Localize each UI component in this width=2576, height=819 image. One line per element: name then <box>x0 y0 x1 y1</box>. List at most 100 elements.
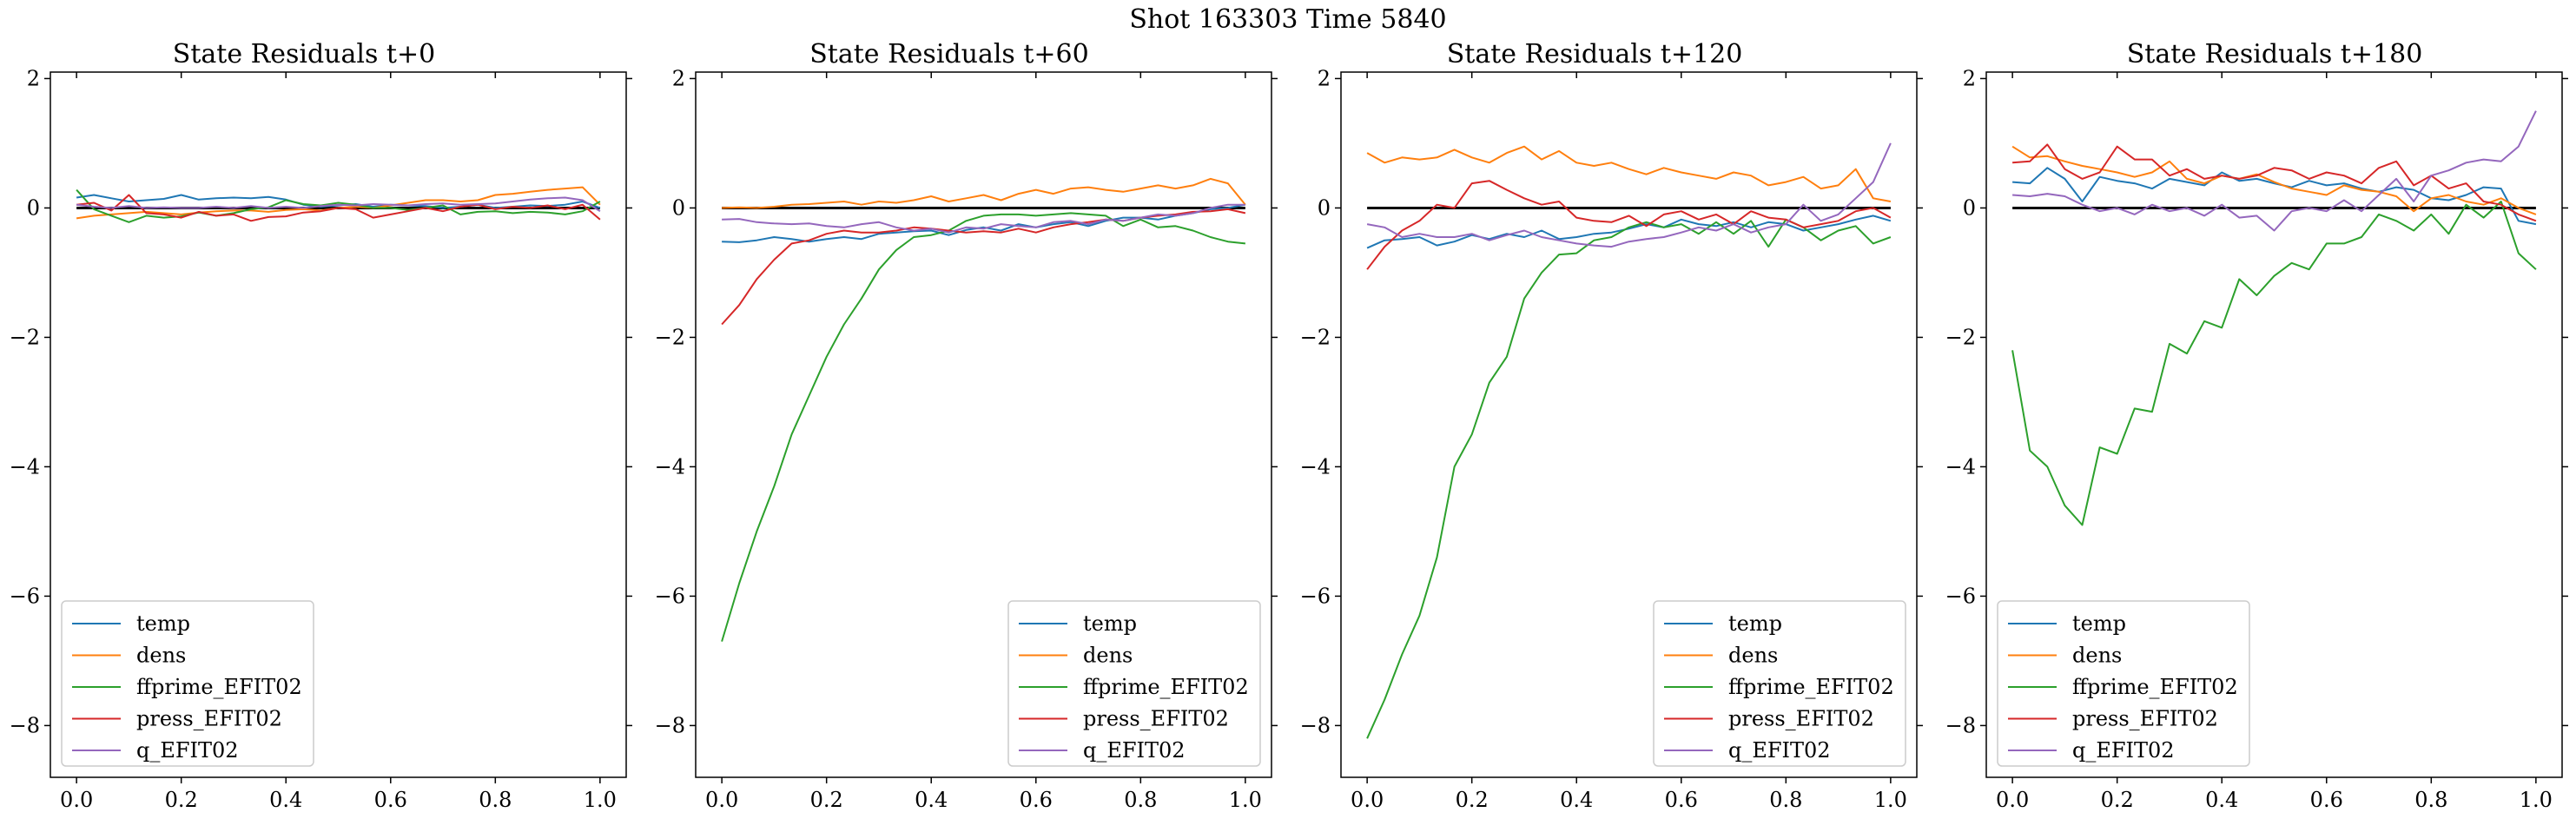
subplot-3-legend-label: dens <box>1728 644 1778 668</box>
subplot-3-ytick-label: −8 <box>1300 713 1331 737</box>
subplot-4-legend-label: dens <box>2072 644 2122 668</box>
subplot-3-series-q-efit02 <box>1366 142 1892 248</box>
subplot-4-title: State Residuals t+180 <box>2127 39 2423 69</box>
subplot-4-series-ffprime-efit02 <box>2011 201 2537 526</box>
subplot-1-xtick-label: 0.6 <box>374 788 407 812</box>
subplot-4-ytick-label: −4 <box>1945 454 1976 479</box>
subplot-2-series-q-efit02 <box>722 203 1245 234</box>
subplot-3-xtick-label: 0.2 <box>1456 788 1489 812</box>
subplot-1-legend-label: temp <box>136 611 190 636</box>
subplot-1-legend: temp dens ffprime_EFIT02 press_EFIT02 q_EFIT… <box>61 600 314 767</box>
subplot-3-legend-label: q_EFIT02 <box>1728 738 1831 763</box>
subplot-3-legend: temp dens ffprime_EFIT02 press_EFIT02 q_EFIT… <box>1653 600 1906 767</box>
subplot-4-xtick-label: 0.8 <box>2414 788 2447 812</box>
subplot-3-legend-label: press_EFIT02 <box>1728 707 1874 731</box>
subplot-4-xtick-label: 0.6 <box>2310 788 2343 812</box>
subplot-1-legend-label: q_EFIT02 <box>136 738 239 763</box>
subplot-3-legend-label: ffprime_EFIT02 <box>1728 675 1894 699</box>
subplot-4-ytick-label: −2 <box>1945 325 1976 349</box>
figure-suptitle: Shot 163303 Time 5840 <box>1129 4 1446 35</box>
subplot-2-frame <box>695 71 1272 778</box>
subplot-2-ytick-label: −2 <box>655 325 685 349</box>
subplot-2-legend-label: temp <box>1083 611 1137 636</box>
subplot-4-legend-box <box>1997 600 2250 767</box>
subplot-4-series-temp <box>2012 167 2537 226</box>
subplot-1-series-press-efit02 <box>76 194 601 222</box>
subplot-1-series-q-efit02 <box>76 196 601 213</box>
subplot-4-legend-label: q_EFIT02 <box>2072 738 2175 763</box>
subplot-4-xtick-label: 0.4 <box>2205 788 2238 812</box>
subplot-1-xtick-label: 0.4 <box>269 788 302 812</box>
subplot-1-series-temp <box>76 194 601 209</box>
subplot-3-ytick-label: 2 <box>1318 66 1331 90</box>
subplot-3-title: State Residuals t+120 <box>1447 39 1743 69</box>
subplot-3-series-temp <box>1366 215 1892 249</box>
subplot-3-legend-box <box>1653 600 1906 767</box>
subplot-3-ytick-label: −2 <box>1300 325 1331 349</box>
subplot-3-xtick-label: 0.4 <box>1560 788 1593 812</box>
subplot-1-xtick-label: 0.0 <box>60 788 93 812</box>
subplot-2-xtick-label: 0.2 <box>810 788 843 812</box>
subplot-2-ytick-label: 0 <box>672 195 685 220</box>
subplot-4-xtick-label: 0.2 <box>2101 788 2134 812</box>
subplot-1-title: State Residuals t+0 <box>173 39 435 69</box>
subplot-4-legend-label: temp <box>2072 611 2126 636</box>
subplot-3-ytick-label: −6 <box>1300 584 1331 608</box>
subplot-1-xtick-label: 0.2 <box>165 788 198 812</box>
subplot-3-xtick-label: 0.6 <box>1665 788 1698 812</box>
subplot-2-xtick-label: 1.0 <box>1229 788 1262 812</box>
subplot-1-legend-label: dens <box>136 644 186 668</box>
subplot-2-legend-label: dens <box>1083 644 1133 668</box>
subplot-1-ytick-label: −6 <box>10 584 40 608</box>
subplot-4-ytick-label: −8 <box>1945 713 1976 737</box>
subplot-1-legend-label: press_EFIT02 <box>136 707 282 731</box>
subplot-3-legend-label: temp <box>1728 611 1782 636</box>
subplot-2-series-press-efit02 <box>721 208 1246 326</box>
subplot-1: State Residuals t+0 0.0 0.2 0.4 0.6 0.8 1.0 2 0… <box>10 39 632 812</box>
subplot-1-ytick-label: 2 <box>27 66 40 90</box>
subplot-4: State Residuals t+180 0.0 0.2 0.4 0.6 0.8 1.0… <box>1945 39 2568 812</box>
subplot-4-xtick-label: 1.0 <box>2520 788 2553 812</box>
subplot-1-frame <box>50 71 627 778</box>
subplot-1-ytick-label: −2 <box>10 325 40 349</box>
subplot-1-ytick-label: −8 <box>10 713 40 737</box>
subplot-1-series-ffprime-efit02 <box>76 188 601 223</box>
subplot-3-xtick-label: 0.0 <box>1351 788 1384 812</box>
subplot-4-legend-label: ffprime_EFIT02 <box>2072 675 2238 699</box>
subplot-4-ytick-label: 0 <box>1963 195 1976 220</box>
subplot-4-xtick-label: 0.0 <box>1996 788 2029 812</box>
subplot-2-legend-label: press_EFIT02 <box>1083 707 1229 731</box>
subplot-2-series-ffprime-efit02 <box>721 212 1246 642</box>
subplot-4-frame <box>1985 71 2563 778</box>
subplot-2: State Residuals t+60 0.0 0.2 0.4 0.6 0.8 1.0 2… <box>655 39 1278 812</box>
subplot-4-ytick-label: −6 <box>1945 584 1976 608</box>
subplot-2-ytick-label: −6 <box>655 584 685 608</box>
subplot-4-legend-label: press_EFIT02 <box>2072 707 2218 731</box>
subplot-2-ytick-label: 2 <box>672 66 685 90</box>
subplot-3-frame <box>1340 71 1918 778</box>
subplot-2-xtick-label: 0.8 <box>1124 788 1157 812</box>
subplot-2-legend-label: ffprime_EFIT02 <box>1083 675 1249 699</box>
subplot-4-series-press-efit02 <box>2012 143 2537 222</box>
subplot-2-ytick-label: −8 <box>655 713 685 737</box>
subplot-2-title: State Residuals t+60 <box>809 39 1088 69</box>
subplot-4-series-q-efit02 <box>2012 110 2537 232</box>
subplot-3-ytick-label: 0 <box>1318 195 1331 220</box>
subplot-4-ytick-label: 2 <box>1963 66 1976 90</box>
subplot-1-ytick-label: 0 <box>27 195 40 220</box>
subplot-3-xtick-label: 1.0 <box>1874 788 1907 812</box>
subplot-2-xtick-label: 0.4 <box>915 788 948 812</box>
subplot-1-xtick-label: 1.0 <box>584 788 617 812</box>
subplot-2-legend-box <box>1007 600 1261 767</box>
subplot-2-legend: temp dens ffprime_EFIT02 press_EFIT02 q_EFIT… <box>1007 600 1261 767</box>
subplot-2-ytick-label: −4 <box>655 454 685 479</box>
subplot-1-xtick-label: 0.8 <box>479 788 512 812</box>
subplot-4-legend: temp dens ffprime_EFIT02 press_EFIT02 q_EFIT… <box>1997 600 2250 767</box>
subplot-2-xtick-label: 0.0 <box>705 788 738 812</box>
subplot-2-series-temp <box>722 203 1246 243</box>
subplot-1-legend-label: ffprime_EFIT02 <box>136 675 302 699</box>
subplot-1-ytick-label: −4 <box>10 454 40 479</box>
subplot-4-series-dens <box>2011 145 2537 215</box>
subplot-3-series-press-efit02 <box>1366 180 1892 270</box>
subplot-3-ytick-label: −4 <box>1300 454 1331 479</box>
